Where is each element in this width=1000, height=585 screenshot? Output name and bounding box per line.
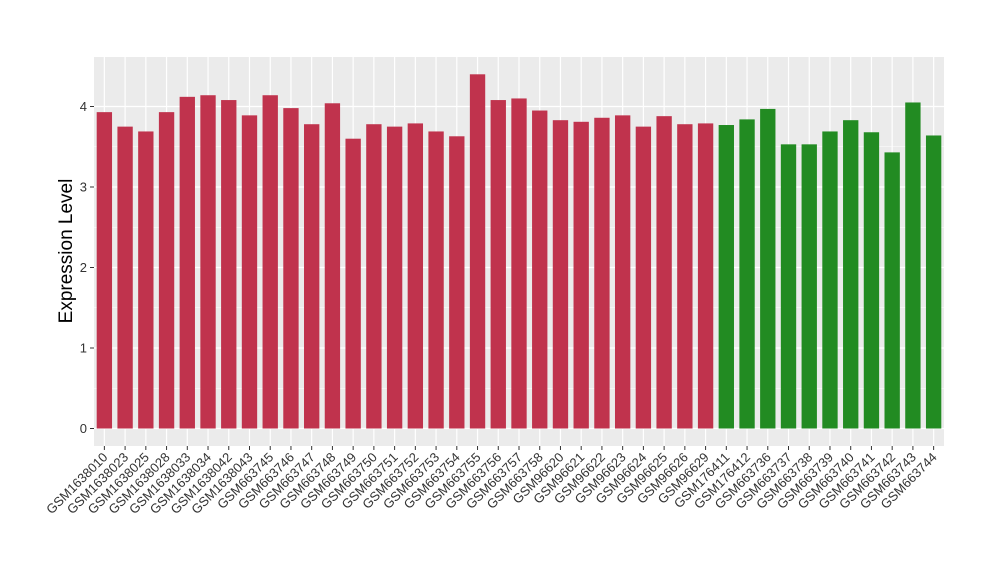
bar [449, 136, 465, 429]
bar [614, 115, 631, 429]
bar [925, 135, 942, 429]
bar [221, 100, 237, 429]
bar [843, 120, 859, 429]
bar [158, 112, 175, 429]
bar [283, 108, 299, 429]
bar [345, 138, 361, 429]
y-axis: 0 1 2 3 4 [80, 99, 94, 436]
bar [884, 152, 900, 429]
bar [718, 125, 734, 429]
bar [324, 103, 341, 429]
bar [594, 117, 610, 429]
bar [677, 124, 693, 429]
bar [304, 124, 320, 429]
bar [863, 132, 880, 429]
bar [552, 120, 569, 429]
bar [200, 95, 216, 429]
bar [635, 126, 652, 429]
bar [656, 116, 672, 429]
bar [428, 131, 444, 429]
bar [697, 123, 714, 429]
y-tick-label: 4 [80, 99, 87, 114]
bar [801, 144, 817, 429]
bar [386, 126, 403, 429]
bar [117, 126, 133, 429]
bar [490, 100, 506, 429]
bar [760, 108, 776, 429]
bar [138, 131, 154, 429]
bars-layer [96, 74, 942, 429]
bar [739, 119, 755, 429]
y-axis-label: Expression Level [56, 179, 77, 324]
bar [469, 74, 486, 429]
y-tick-label: 1 [80, 341, 87, 356]
y-tick-label: 0 [80, 421, 87, 436]
bar [179, 96, 195, 429]
bar [366, 124, 382, 429]
x-axis: GSM1638010GSM1638023GSM1638025GSM1638028… [43, 446, 940, 517]
bar [780, 144, 797, 429]
bar [905, 102, 921, 429]
bar [241, 115, 258, 429]
bar [511, 98, 527, 429]
y-tick-label: 3 [80, 180, 87, 195]
bar [407, 123, 424, 429]
bar [96, 112, 113, 429]
bar [262, 95, 278, 429]
y-tick-label: 2 [80, 260, 87, 275]
bar [532, 110, 548, 429]
bar [573, 121, 589, 429]
bar [822, 131, 838, 429]
